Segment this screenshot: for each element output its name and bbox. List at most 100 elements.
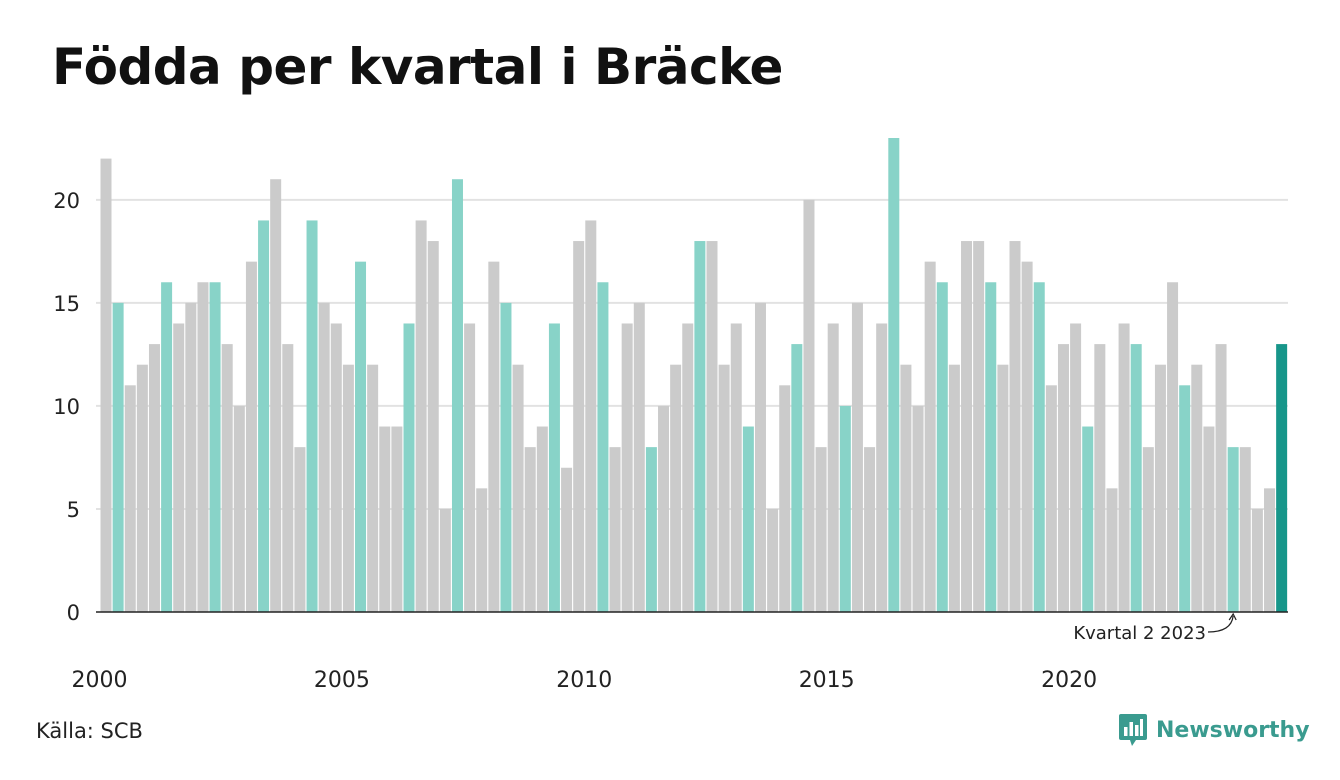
bar bbox=[1118, 323, 1130, 612]
bar bbox=[1179, 385, 1191, 612]
bar bbox=[148, 344, 160, 612]
bar bbox=[1251, 508, 1263, 612]
bar bbox=[330, 323, 342, 612]
bar bbox=[355, 261, 367, 612]
bar bbox=[1191, 364, 1203, 612]
chart-title: Födda per kvartal i Bräcke bbox=[52, 38, 783, 96]
bar bbox=[415, 220, 427, 612]
bar bbox=[306, 220, 318, 612]
bar bbox=[585, 220, 597, 612]
bar bbox=[1154, 364, 1166, 612]
bar bbox=[985, 282, 997, 612]
bar bbox=[573, 241, 585, 613]
bar bbox=[1033, 282, 1045, 612]
bar bbox=[294, 447, 306, 612]
bar bbox=[124, 385, 136, 612]
bar bbox=[367, 364, 379, 612]
x-tick-label: 2010 bbox=[556, 668, 612, 693]
bar bbox=[973, 241, 985, 613]
bar bbox=[1130, 344, 1142, 612]
bar bbox=[403, 323, 415, 612]
y-tick-label: 20 bbox=[53, 189, 80, 213]
bar bbox=[500, 302, 512, 612]
bar bbox=[888, 138, 900, 612]
bar bbox=[839, 405, 851, 612]
bar bbox=[427, 241, 439, 613]
bar bbox=[221, 344, 233, 612]
bar bbox=[730, 323, 742, 612]
bar bbox=[245, 261, 257, 612]
bar bbox=[815, 447, 827, 612]
bar bbox=[270, 179, 282, 612]
bar bbox=[754, 302, 766, 612]
x-tick-label: 2005 bbox=[314, 668, 370, 693]
x-tick-label: 2015 bbox=[799, 668, 855, 693]
bar bbox=[561, 467, 573, 612]
bar bbox=[900, 364, 912, 612]
bar bbox=[876, 323, 888, 612]
bar bbox=[536, 426, 548, 612]
bar bbox=[112, 302, 124, 612]
bar bbox=[997, 364, 1009, 612]
newsworthy-logo-icon bbox=[1119, 714, 1147, 746]
bar bbox=[197, 282, 209, 612]
bar bbox=[864, 447, 876, 612]
bar bbox=[682, 323, 694, 612]
bar bbox=[476, 488, 488, 612]
bar bbox=[173, 323, 185, 612]
bar bbox=[1045, 385, 1057, 612]
bar bbox=[742, 426, 754, 612]
annotation-label: Kvartal 2 2023 bbox=[1073, 623, 1206, 644]
bar bbox=[1106, 488, 1118, 612]
bar bbox=[1203, 426, 1215, 612]
bar bbox=[694, 241, 706, 613]
bar bbox=[1070, 323, 1082, 612]
bar bbox=[670, 364, 682, 612]
bar bbox=[767, 508, 779, 612]
bar bbox=[379, 426, 391, 612]
bar bbox=[791, 344, 803, 612]
bar bbox=[597, 282, 609, 612]
source-label: Källa: SCB bbox=[36, 719, 143, 743]
bar bbox=[706, 241, 718, 613]
bar bbox=[1021, 261, 1033, 612]
bar bbox=[439, 508, 451, 612]
bar bbox=[658, 405, 670, 612]
bar bbox=[609, 447, 621, 612]
y-tick-label: 15 bbox=[53, 292, 80, 316]
bar bbox=[233, 405, 245, 612]
bar bbox=[851, 302, 863, 612]
annotation-arrowhead bbox=[1228, 612, 1237, 621]
bar bbox=[1264, 488, 1276, 612]
bar bbox=[1239, 447, 1251, 612]
bar bbox=[209, 282, 221, 612]
x-tick-label: 2020 bbox=[1041, 668, 1097, 693]
bar bbox=[282, 344, 294, 612]
bar bbox=[318, 302, 330, 612]
y-tick-label: 0 bbox=[67, 601, 80, 625]
bar bbox=[1215, 344, 1227, 612]
y-tick-label: 10 bbox=[53, 395, 80, 419]
bar bbox=[161, 282, 173, 612]
bar bbox=[936, 282, 948, 612]
brand-logo: Newsworthy bbox=[1118, 712, 1310, 748]
bar bbox=[136, 364, 148, 612]
bar bbox=[342, 364, 354, 612]
bar bbox=[621, 323, 633, 612]
bar bbox=[1276, 344, 1288, 612]
bar bbox=[524, 447, 536, 612]
x-tick-label: 2000 bbox=[72, 668, 128, 693]
bar bbox=[464, 323, 476, 612]
bar bbox=[1057, 344, 1069, 612]
bar bbox=[948, 364, 960, 612]
bar bbox=[961, 241, 973, 613]
bar bbox=[185, 302, 197, 612]
bar bbox=[258, 220, 270, 612]
y-tick-label: 5 bbox=[67, 498, 80, 522]
bar bbox=[1142, 447, 1154, 612]
bar bbox=[548, 323, 560, 612]
bar bbox=[1009, 241, 1021, 613]
annotation-arrow bbox=[1207, 615, 1234, 633]
bar bbox=[1082, 426, 1094, 612]
